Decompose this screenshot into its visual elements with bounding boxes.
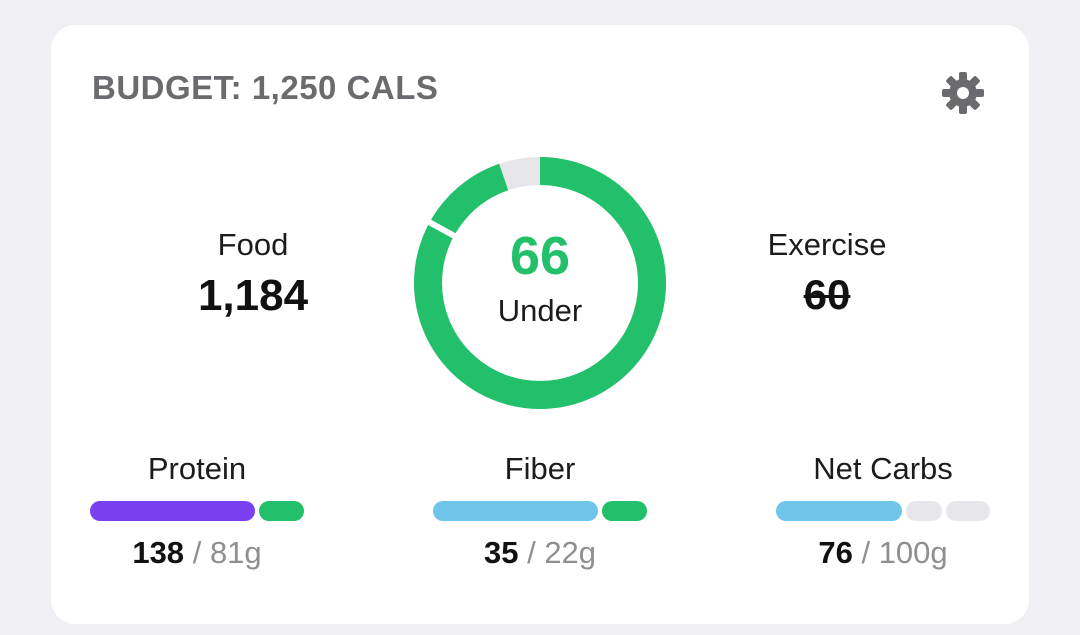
ring-divider	[426, 218, 458, 240]
fiber-current: 35	[483, 535, 519, 570]
protein-separator: /	[192, 535, 202, 570]
net-carbs-separator: /	[861, 535, 871, 570]
fiber-bar	[433, 501, 647, 521]
budget-card: BUDGET: 1,250 CALS Food 1,184 66 Under	[51, 25, 1029, 624]
exercise-label: Exercise	[767, 227, 887, 262]
net-carbs-bar	[776, 501, 990, 521]
macro-fiber: Fiber 35 / 22g	[433, 451, 647, 571]
protein-bar	[90, 501, 304, 521]
remaining-value: 66	[509, 226, 571, 286]
food-label: Food	[217, 227, 289, 262]
fiber-bar-goal	[433, 501, 598, 521]
net-carbs-label: Net Carbs	[813, 451, 953, 486]
exercise-value: 60	[803, 271, 851, 318]
net-carbs-bar-fill	[776, 501, 902, 521]
protein-label: Protein	[147, 451, 247, 486]
protein-values: 138 / 81g	[90, 535, 304, 571]
protein-bar-goal	[90, 501, 255, 521]
net-carbs-goal: 100g	[878, 535, 948, 570]
protein-goal: 81g	[209, 535, 262, 570]
remaining-label: Under	[497, 293, 583, 328]
gear-icon[interactable]	[940, 70, 986, 116]
net-carbs-bar-track-2	[946, 501, 990, 521]
macro-net-carbs: Net Carbs 76 / 100g	[776, 451, 990, 571]
net-carbs-current: 76	[818, 535, 853, 570]
calorie-ring: 66 Under	[414, 157, 666, 409]
fiber-label: Fiber	[504, 451, 576, 486]
fiber-bar-over	[602, 501, 647, 521]
macro-protein: Protein 138 / 81g	[90, 451, 304, 571]
fiber-values: 35 / 22g	[433, 535, 647, 571]
fiber-goal: 22g	[544, 535, 597, 570]
net-carbs-bar-track-1	[906, 501, 942, 521]
ring-progress	[414, 157, 666, 409]
exercise-stat: Exercise 60	[707, 227, 947, 319]
calorie-ring-graphic	[414, 157, 666, 409]
protein-bar-over	[259, 501, 304, 521]
food-stat: Food 1,184	[133, 227, 373, 321]
protein-current: 138	[132, 535, 185, 570]
net-carbs-values: 76 / 100g	[776, 535, 990, 571]
food-value: 1,184	[197, 271, 309, 320]
budget-title: BUDGET: 1,250 CALS	[92, 69, 439, 106]
fiber-separator: /	[527, 535, 536, 570]
